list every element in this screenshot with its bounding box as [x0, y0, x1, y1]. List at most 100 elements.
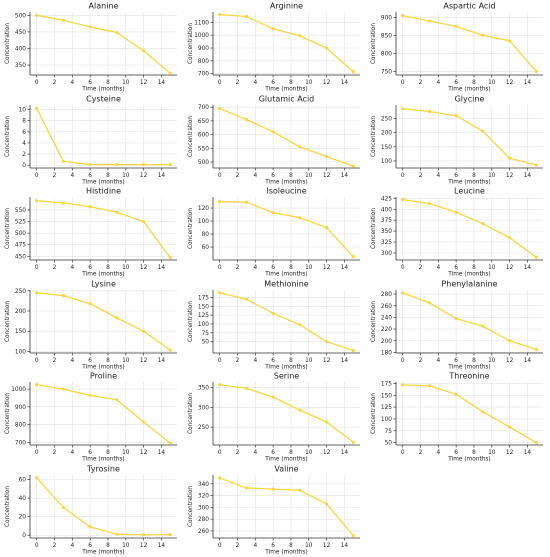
x-tick-label: 0 — [35, 450, 39, 456]
x-tick-label: 10 — [488, 450, 496, 456]
x-tick-label: 2 — [53, 543, 57, 549]
data-point — [61, 18, 66, 22]
x-tick-label: 4 — [253, 358, 257, 364]
data-point — [427, 19, 432, 23]
y-tick-label: 180 — [381, 350, 392, 356]
data-point — [141, 219, 146, 224]
data-point — [88, 524, 92, 528]
x-tick-label: 4 — [253, 450, 257, 456]
data-point — [88, 162, 92, 166]
x-tick-label: 10 — [122, 450, 130, 456]
x-axis-label: Time (months) — [264, 179, 307, 185]
data-point — [88, 393, 92, 397]
y-axis-label: Concentration — [5, 208, 11, 249]
data-point — [298, 144, 302, 149]
y-tick-label: 100 — [381, 417, 392, 423]
y-tick-label: 80 — [202, 232, 210, 238]
chart-title: Leucine — [454, 187, 485, 196]
x-tick-label: 10 — [122, 543, 130, 549]
x-tick-label: 12 — [506, 265, 514, 271]
x-tick-label: 0 — [218, 358, 222, 364]
y-axis-label: Concentration — [188, 208, 194, 249]
x-tick-label: 0 — [218, 450, 222, 456]
y-tick-label: 450 — [15, 30, 26, 36]
y-axis-label: Concentration — [371, 300, 377, 341]
y-axis-label: Concentration — [5, 300, 11, 341]
chart-title: Cysteine — [86, 94, 121, 103]
data-point — [141, 49, 146, 53]
x-tick-label: 8 — [289, 358, 293, 364]
x-tick-label: 12 — [140, 450, 148, 456]
x-tick-label: 10 — [305, 265, 313, 271]
series-line — [219, 384, 354, 443]
y-tick-label: 700 — [198, 105, 209, 111]
y-tick-label: 350 — [15, 63, 26, 69]
data-point — [244, 386, 249, 390]
data-point — [61, 159, 66, 163]
x-tick-label: 2 — [53, 173, 57, 179]
y-tick-label: 50 — [202, 339, 210, 345]
x-axis-label: Time (months) — [447, 87, 490, 93]
x-tick-label: 4 — [70, 543, 74, 549]
y-tick-label: 300 — [198, 405, 209, 411]
chart-title: Alanine — [89, 2, 119, 11]
y-tick-label: 100 — [15, 349, 26, 355]
y-tick-label: 350 — [381, 229, 392, 235]
data-point — [244, 117, 249, 121]
y-tick-label: 250 — [15, 288, 26, 294]
y-axis-label: Concentration — [5, 393, 11, 434]
chart-title: Arginine — [270, 2, 303, 11]
chart-panel: 0 2 4 6 8 10 12 14 50 75 100 125 150 175 Methionine Tim… — [188, 279, 360, 370]
x-tick-label: 2 — [53, 450, 57, 456]
x-tick-label: 8 — [472, 265, 476, 271]
data-point — [401, 290, 405, 295]
x-tick-label: 0 — [218, 80, 222, 86]
series-line — [36, 384, 171, 444]
data-point — [481, 410, 485, 414]
y-axis-label: Concentration — [5, 115, 11, 156]
data-point — [168, 162, 172, 166]
x-tick-label: 6 — [454, 265, 458, 271]
x-axis-label: Time (months) — [81, 549, 124, 555]
x-axis-label: Time (months) — [81, 179, 124, 185]
data-point — [35, 199, 39, 203]
x-tick-label: 0 — [218, 265, 222, 271]
y-tick-label: 600 — [198, 132, 209, 138]
data-point — [481, 222, 485, 226]
y-tick-label: 475 — [15, 243, 26, 249]
x-tick-label: 12 — [140, 358, 148, 364]
data-point — [427, 300, 432, 304]
chart-title: Histidine — [86, 187, 121, 196]
x-tick-label: 12 — [323, 543, 331, 549]
data-point — [401, 106, 405, 110]
y-tick-label: 400 — [381, 207, 392, 213]
y-tick-label: 4 — [22, 140, 26, 146]
y-tick-label: 700 — [198, 72, 209, 78]
series-line — [402, 198, 537, 258]
x-tick-label: 6 — [454, 450, 458, 456]
data-point — [351, 533, 355, 537]
x-tick-label: 2 — [53, 265, 57, 271]
x-tick-label: 2 — [419, 265, 423, 271]
data-point — [401, 14, 405, 18]
x-tick-label: 4 — [436, 265, 440, 271]
x-tick-label: 4 — [70, 80, 74, 86]
data-point — [141, 162, 146, 166]
y-tick-label: 340 — [198, 481, 209, 487]
x-tick-label: 6 — [271, 358, 275, 364]
x-tick-label: 14 — [341, 543, 349, 549]
data-point — [218, 106, 222, 110]
data-point — [35, 13, 39, 17]
x-tick-label: 14 — [158, 265, 166, 271]
x-tick-label: 12 — [140, 80, 148, 86]
y-axis-label: Concentration — [371, 115, 377, 156]
x-tick-label: 12 — [506, 450, 514, 456]
y-axis-label: Concentration — [371, 23, 377, 64]
y-tick-label: 250 — [381, 116, 392, 122]
x-tick-label: 2 — [53, 80, 57, 86]
x-tick-label: 6 — [88, 173, 92, 179]
y-axis-label: Concentration — [188, 115, 194, 156]
x-tick-label: 14 — [524, 265, 532, 271]
chart-panel: 0 2 4 6 8 10 12 14 350 400 450 500 Alanine Time (mont… — [5, 2, 177, 93]
data-point — [534, 255, 538, 259]
